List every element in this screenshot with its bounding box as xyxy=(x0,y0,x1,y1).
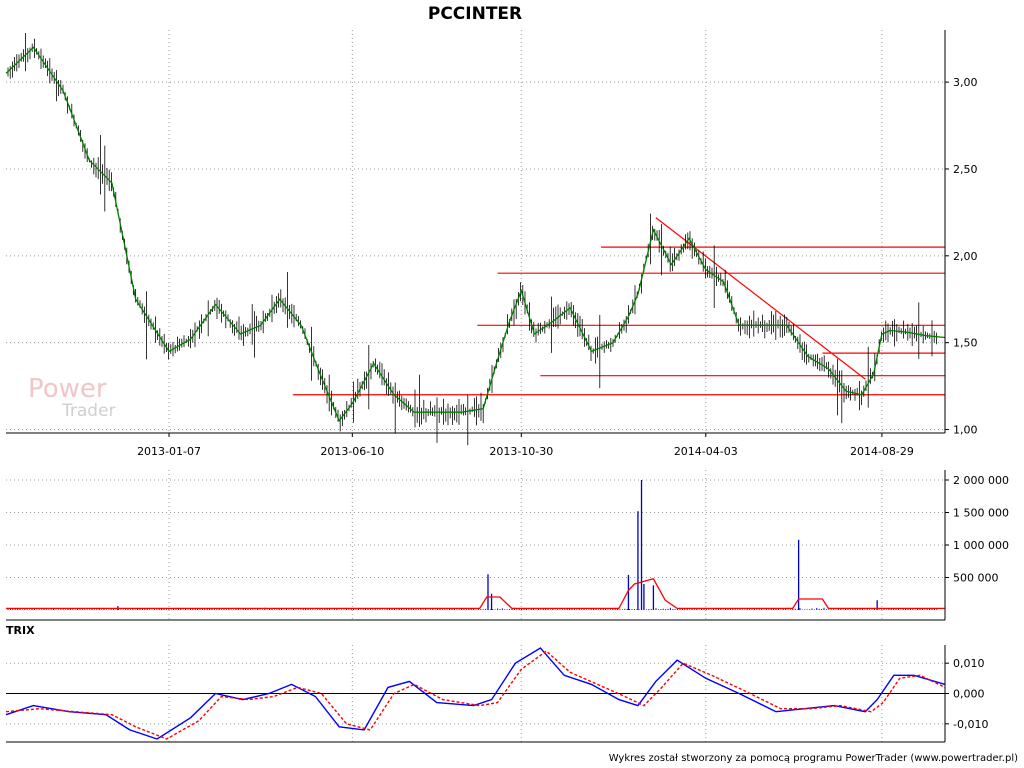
price-xtick-label-0: 2013-01-07 xyxy=(137,445,201,458)
volume-ytick-label-0: 500 000 xyxy=(953,572,999,585)
price-panel: Power Trader PCCINTER 1,00 1,50 2,00 2,50 3,… xyxy=(5,4,978,458)
price-ytick-label-4: 3,00 xyxy=(953,76,978,89)
price-x-ticks: 2013-01-07 2013-06-10 2013-10-30 2014-04-03… xyxy=(137,433,914,458)
volume-average xyxy=(6,578,945,610)
trix-ytick-label-1: 0,000 xyxy=(953,688,985,701)
moving-average-line xyxy=(5,46,946,423)
trix-grid xyxy=(6,645,945,742)
price-bars xyxy=(7,32,937,446)
volume-average-line xyxy=(6,578,945,610)
volume-ytick-label-3: 2 000 000 xyxy=(953,474,1009,487)
trix-y-ticks: -0,010 0,000 0,010 xyxy=(945,657,988,731)
price-xtick-label-1: 2013-06-10 xyxy=(320,445,384,458)
price-annotations xyxy=(292,217,945,396)
trix-ytick-label-0: -0,010 xyxy=(953,718,988,731)
trix-signal-line xyxy=(5,650,946,740)
volume-bars xyxy=(7,480,938,610)
price-xtick-label-3: 2014-04-03 xyxy=(674,445,738,458)
volume-ytick-label-1: 1 000 000 xyxy=(953,539,1009,552)
price-y-ticks: 1,00 1,50 2,00 2,50 3,00 xyxy=(945,76,978,437)
trix-ytick-label-2: 0,010 xyxy=(953,657,985,670)
trix-panel: TRIX -0,010 0,000 0,010 xyxy=(5,624,988,743)
price-axes xyxy=(6,30,946,434)
volume-y-ticks: 500 000 1 000 000 1 500 000 2 000 000 xyxy=(945,474,1009,585)
powertrader-watermark: Power Trader xyxy=(28,374,116,421)
watermark-power: Power xyxy=(28,374,107,404)
price-ytick-label-3: 2,50 xyxy=(953,163,978,176)
price-ytick-label-0: 1,00 xyxy=(953,424,978,437)
price-xtick-label-4: 2014-08-29 xyxy=(850,445,914,458)
price-series xyxy=(5,46,946,423)
volume-grid xyxy=(6,470,945,620)
volume-panel: 500 000 1 000 000 1 500 000 2 000 000 xyxy=(6,470,1009,621)
watermark-trader: Trader xyxy=(61,401,116,421)
price-xtick-label-2: 2013-10-30 xyxy=(489,445,553,458)
volume-ytick-label-2: 1 500 000 xyxy=(953,507,1009,520)
price-grid xyxy=(6,30,945,433)
footer-credit: Wykres został stworzony za pomocą progra… xyxy=(609,753,1018,764)
trix-title: TRIX xyxy=(6,624,35,637)
chart-title: PCCINTER xyxy=(428,4,522,24)
price-ytick-label-2: 2,00 xyxy=(953,250,978,263)
trend-line xyxy=(655,217,866,380)
trix-series xyxy=(5,647,946,740)
price-ytick-label-1: 1,50 xyxy=(953,337,978,350)
